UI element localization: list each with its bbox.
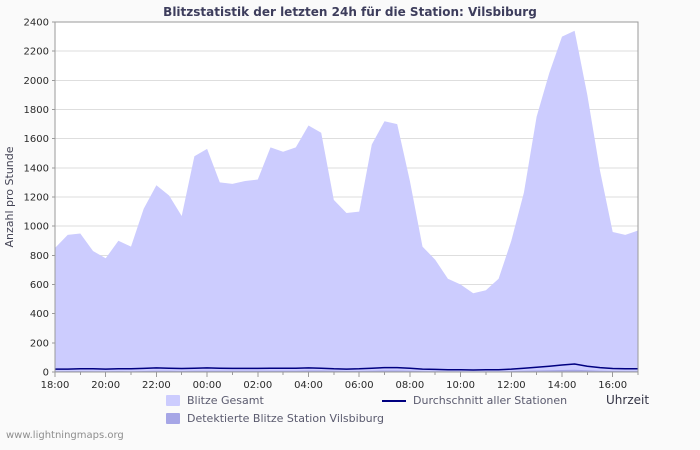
legend-label-total: Blitze Gesamt: [187, 394, 264, 407]
plot-border: [54, 21, 639, 373]
legend-item-average: Durchschnitt aller Stationen: [382, 394, 567, 407]
svg-text:1600: 1600: [24, 134, 49, 145]
svg-text:04:00: 04:00: [294, 380, 323, 390]
x-axis-title: Uhrzeit: [606, 393, 650, 407]
svg-text:2000: 2000: [24, 76, 49, 87]
legend-swatch-detected: [166, 413, 180, 424]
svg-text:10:00: 10:00: [446, 380, 475, 390]
svg-text:18:00: 18:00: [41, 380, 70, 390]
svg-text:1000: 1000: [24, 222, 49, 233]
legend-label-detected: Detektierte Blitze Station Vilsbiburg: [187, 412, 384, 425]
svg-text:0: 0: [43, 368, 49, 379]
chart-plot: 0 200 400 600 800 1000 1200 1400 1600 1800 2000 220…: [3, 18, 639, 390]
svg-text:14:00: 14:00: [548, 380, 577, 390]
svg-text:600: 600: [30, 280, 49, 291]
y-axis-title: Anzahl pro Stunde: [3, 146, 16, 247]
svg-text:2400: 2400: [24, 18, 49, 29]
svg-text:02:00: 02:00: [243, 380, 272, 390]
data-series: [55, 30, 638, 373]
svg-text:1800: 1800: [24, 105, 49, 116]
svg-text:400: 400: [30, 309, 49, 320]
svg-text:1400: 1400: [24, 163, 49, 174]
legend-label-average: Durchschnitt aller Stationen: [413, 394, 568, 407]
chart-title: Blitzstatistik der letzten 24h für die S…: [163, 5, 537, 19]
watermark-url: www.lightningmaps.org: [6, 430, 124, 441]
svg-text:16:00: 16:00: [598, 380, 627, 390]
svg-text:800: 800: [30, 251, 49, 262]
legend-item-total: Blitze Gesamt: [166, 394, 264, 407]
svg-text:20:00: 20:00: [91, 380, 120, 390]
svg-text:08:00: 08:00: [395, 380, 424, 390]
svg-text:06:00: 06:00: [345, 380, 374, 390]
svg-text:200: 200: [30, 338, 49, 349]
svg-text:22:00: 22:00: [142, 380, 171, 390]
svg-text:00:00: 00:00: [193, 380, 222, 390]
svg-text:1200: 1200: [24, 193, 49, 204]
legend-item-detected: Detektierte Blitze Station Vilsbiburg: [166, 412, 384, 425]
svg-text:2200: 2200: [24, 47, 49, 58]
legend-line-swatch-average: [382, 399, 406, 402]
svg-text:12:00: 12:00: [497, 380, 526, 390]
legend-swatch-total: [166, 395, 180, 406]
